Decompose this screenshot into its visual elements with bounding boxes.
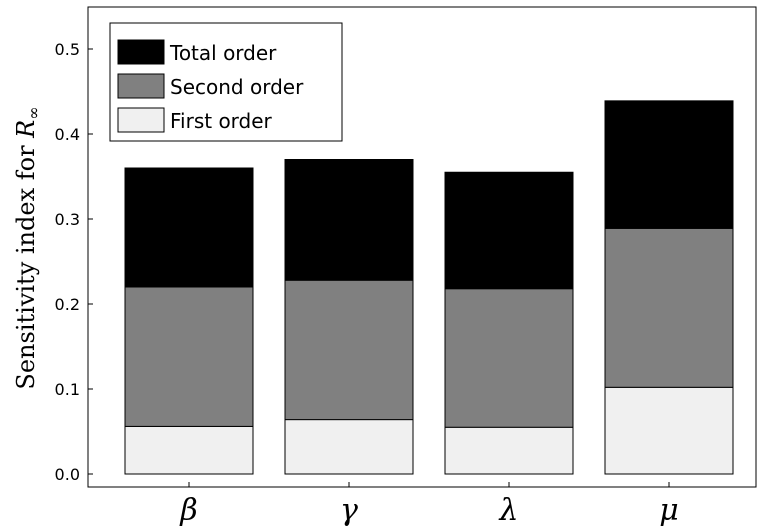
legend-label: Total order	[169, 41, 277, 65]
legend-label: First order	[170, 109, 273, 133]
legend-swatch	[117, 73, 165, 99]
bars	[124, 100, 734, 475]
y-axis-title-var: R	[12, 120, 40, 139]
y-axis-title: Sensitivity index for R∞	[12, 106, 43, 389]
legend-swatch	[117, 39, 165, 65]
y-tick-label: 0.1	[55, 380, 80, 399]
bar-segment-first-order	[284, 419, 414, 475]
bar-segment-total-order	[284, 159, 414, 281]
bar-segment-total-order	[604, 100, 734, 229]
bar-segment-total-order	[124, 167, 254, 288]
bar-segment-total-order	[444, 171, 574, 290]
bar-segment-first-order	[124, 425, 254, 475]
y-tick-label: 0.5	[55, 40, 80, 59]
x-tick-label: μ	[659, 493, 679, 528]
y-tick-label: 0.2	[55, 295, 80, 314]
legend: Total order Second order First order	[109, 22, 343, 142]
bar-segment-second-order	[124, 286, 254, 427]
y-tick-label: 0.4	[55, 125, 80, 144]
plot-border	[87, 6, 757, 488]
y-tick-label: 0.0	[55, 465, 80, 484]
x-tick-label: λ	[498, 493, 518, 528]
y-tick-label: 0.3	[55, 210, 80, 229]
bar-segment-first-order	[444, 426, 574, 475]
x-tick-label: γ	[340, 493, 358, 528]
plot-frame	[87, 6, 757, 488]
y-axis-title-sub: ∞	[24, 106, 43, 119]
y-axis-ticks: 0.0 0.1 0.2 0.3 0.4 0.5	[55, 40, 93, 484]
legend-label: Second order	[170, 75, 304, 99]
bar-segment-second-order	[604, 227, 734, 388]
y-axis-title-text: Sensitivity index for	[12, 138, 40, 390]
bar-segment-second-order	[284, 279, 414, 421]
bar-segment-second-order	[444, 288, 574, 428]
legend-swatch	[117, 107, 165, 133]
bar-segment-first-order	[604, 386, 734, 475]
x-tick-label: β	[179, 493, 197, 528]
